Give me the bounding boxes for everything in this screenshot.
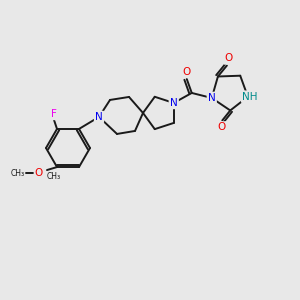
Text: O: O <box>35 168 43 178</box>
Text: NH: NH <box>242 92 258 102</box>
Text: O: O <box>217 122 225 132</box>
Text: N: N <box>95 112 103 122</box>
Text: F: F <box>51 109 57 119</box>
Text: O: O <box>183 67 191 77</box>
Text: CH₃: CH₃ <box>11 169 25 178</box>
Text: O: O <box>225 53 233 64</box>
Text: N: N <box>208 93 216 103</box>
Text: N: N <box>170 98 178 108</box>
Text: CH₃: CH₃ <box>47 172 61 181</box>
